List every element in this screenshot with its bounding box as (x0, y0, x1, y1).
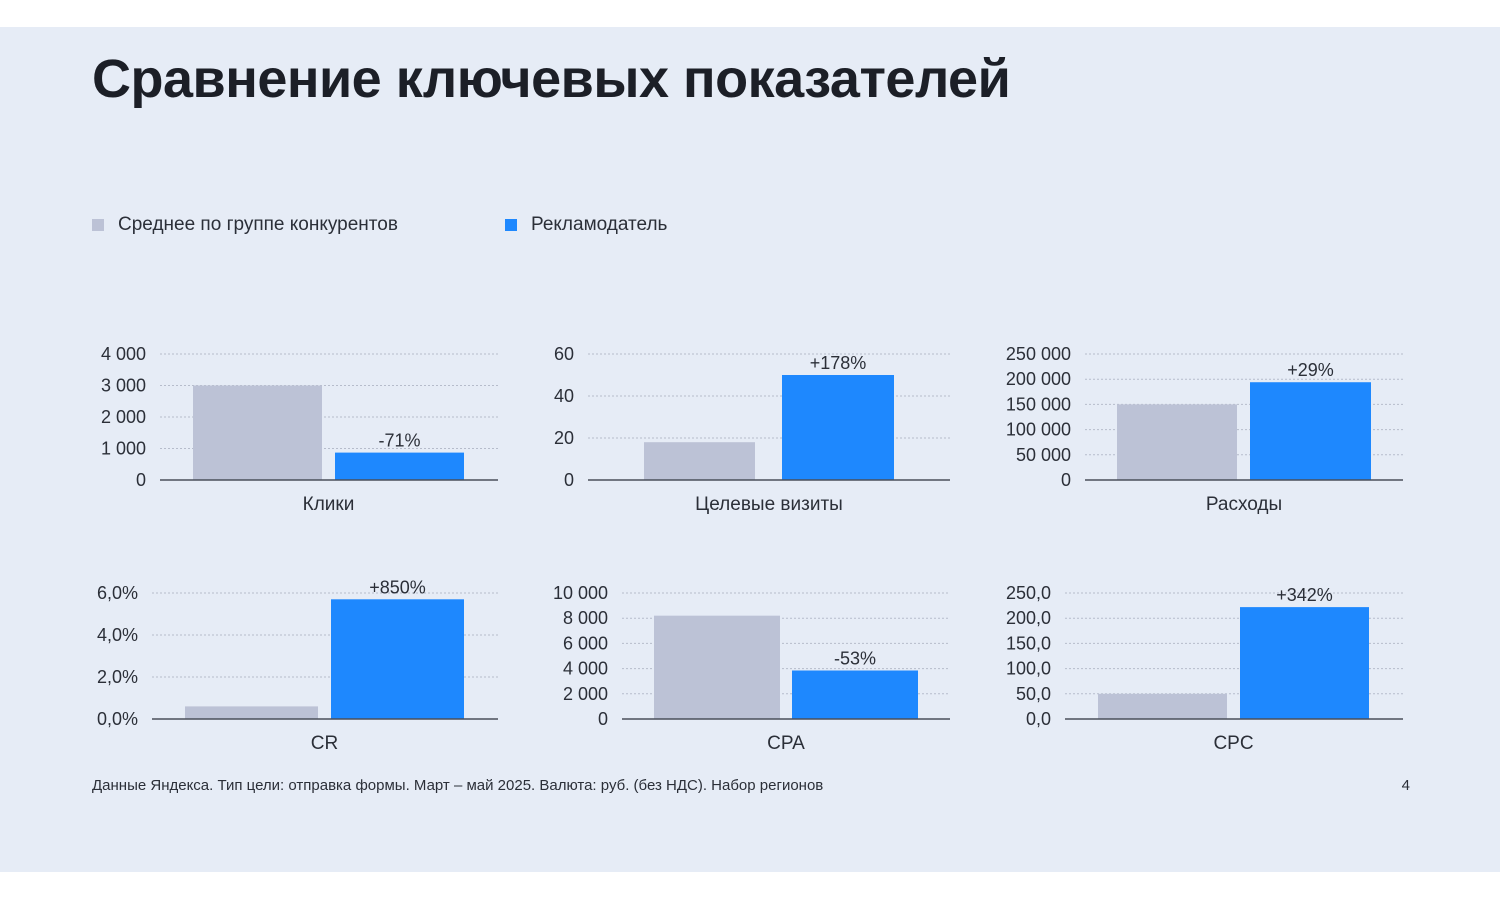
y-tick-label: 60 (554, 344, 574, 364)
legend-swatch-advertiser (505, 219, 517, 231)
y-tick-label: 3 000 (101, 376, 146, 396)
legend-swatch-competitors (92, 219, 104, 231)
legend-item-competitors: Среднее по группе конкурентов (92, 214, 398, 236)
bar-competitors (193, 385, 322, 480)
chart-svg: 0 2 000 4 000 6 000 8 000 10 000 -53% CPA (553, 583, 950, 754)
legend-item-advertiser: Рекламодатель (505, 214, 667, 236)
change-label: +342% (1276, 585, 1333, 605)
bar-competitors (1098, 693, 1227, 719)
chart-target-visits: 0 20 40 60 +178% Целевые визиты (540, 340, 950, 520)
y-tick-label: 4 000 (101, 344, 146, 364)
legend-label-advertiser: Рекламодатель (531, 214, 668, 235)
chart-svg: 0,0% 2,0% 4,0% 6,0% +850% CR (97, 577, 498, 754)
chart-svg: 0,0 50,0 100,0 150,0 200,0 250,0 +342% CPC (1006, 583, 1403, 754)
chart-svg: 0 1 000 2 000 3 000 4 000 -71% Клики (101, 344, 498, 515)
chart-expenses: 0 50 000 100 000 150 000 200 000 250 000 +29% Р… (995, 340, 1403, 520)
chart-cpc: 0,0 50,0 100,0 150,0 200,0 250,0 +342% CPC (995, 579, 1403, 759)
y-tick-label: 1 000 (101, 439, 146, 459)
y-tick-label: 50 000 (1016, 445, 1071, 465)
y-tick-label: 150 000 (1006, 394, 1071, 414)
x-category-label: CR (311, 733, 338, 754)
page-number: 4 (1401, 777, 1410, 794)
change-label: -53% (834, 648, 876, 668)
y-tick-label: 2 000 (101, 407, 146, 427)
x-category-label: Клики (303, 494, 355, 515)
bar-advertiser (1240, 607, 1369, 719)
legend-label-competitors: Среднее по группе конкурентов (118, 214, 398, 235)
bar-advertiser (331, 599, 464, 719)
y-tick-label: 150,0 (1006, 633, 1051, 653)
y-tick-label: 250 000 (1006, 344, 1071, 364)
chart-cpa: 0 2 000 4 000 6 000 8 000 10 000 -53% CPA (540, 579, 950, 759)
y-tick-label: 4,0% (97, 625, 138, 645)
change-label: +850% (369, 577, 426, 597)
x-category-label: Расходы (1206, 494, 1282, 515)
y-tick-label: 40 (554, 386, 574, 406)
y-tick-label: 6 000 (563, 633, 608, 653)
bar-competitors (185, 706, 318, 719)
bar-advertiser (335, 452, 464, 480)
bar-competitors (654, 615, 780, 719)
y-tick-label: 0,0 (1026, 709, 1051, 729)
x-category-label: CPA (767, 733, 805, 754)
y-tick-label: 100,0 (1006, 659, 1051, 679)
change-label: -71% (378, 431, 420, 451)
bar-advertiser (782, 375, 894, 480)
y-tick-label: 0 (1061, 470, 1071, 490)
y-tick-label: 20 (554, 428, 574, 448)
bar-advertiser (1250, 382, 1371, 480)
y-tick-label: 2 000 (563, 684, 608, 704)
y-tick-label: 250,0 (1006, 583, 1051, 603)
y-tick-label: 0 (564, 470, 574, 490)
y-tick-label: 200 000 (1006, 369, 1071, 389)
x-category-label: Целевые визиты (695, 494, 843, 515)
y-tick-label: 0,0% (97, 709, 138, 729)
change-label: +178% (810, 353, 867, 373)
y-tick-label: 2,0% (97, 667, 138, 687)
y-tick-label: 0 (136, 470, 146, 490)
chart-cr: 0,0% 2,0% 4,0% 6,0% +850% CR (90, 577, 498, 759)
y-tick-label: 100 000 (1006, 420, 1071, 440)
y-tick-label: 8 000 (563, 608, 608, 628)
y-tick-label: 0 (598, 709, 608, 729)
y-tick-label: 10 000 (553, 583, 608, 603)
y-tick-label: 50,0 (1016, 684, 1051, 704)
chart-svg: 0 50 000 100 000 150 000 200 000 250 000 +29% Р… (1006, 344, 1403, 515)
page-title: Сравнение ключевых показателей (92, 49, 1011, 109)
y-tick-label: 6,0% (97, 583, 138, 603)
bar-competitors (1117, 404, 1237, 480)
bar-competitors (644, 442, 755, 480)
y-tick-label: 200,0 (1006, 608, 1051, 628)
x-category-label: CPC (1213, 733, 1253, 754)
chart-clicks: 0 1 000 2 000 3 000 4 000 -71% Клики (90, 340, 498, 520)
chart-svg: 0 20 40 60 +178% Целевые визиты (554, 344, 950, 515)
y-tick-label: 4 000 (563, 659, 608, 679)
footer-note: Данные Яндекса. Тип цели: отправка формы… (92, 777, 824, 794)
bar-advertiser (792, 670, 918, 719)
change-label: +29% (1287, 360, 1334, 380)
